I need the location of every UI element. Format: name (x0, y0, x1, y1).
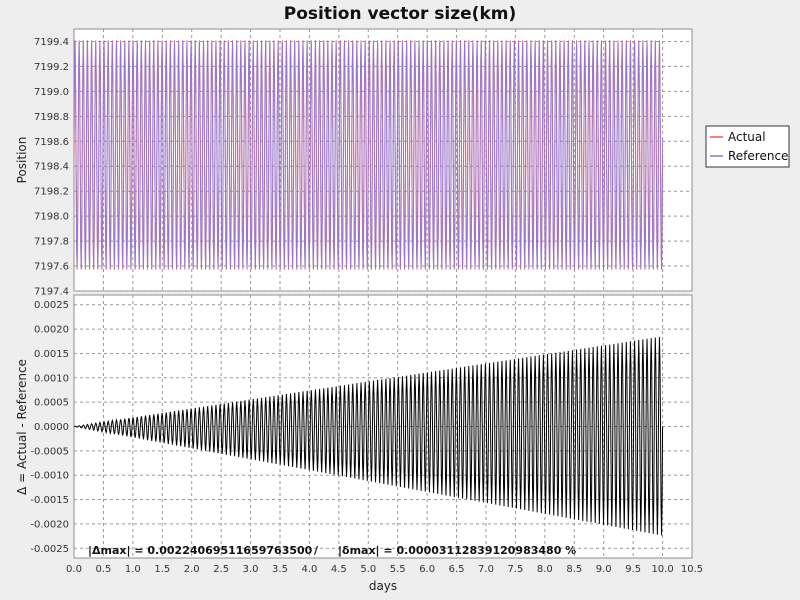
bottom-grid (74, 295, 692, 558)
x-tick-label: 4.5 (331, 564, 347, 575)
annotation: |Δmax| = 0.00224069511659763500 / |δmax|… (88, 544, 576, 557)
x-tick-label: 1.0 (125, 564, 141, 575)
chart-title: Position vector size(km) (284, 4, 516, 24)
bottom-y-tick-label: -0.0025 (30, 544, 69, 555)
delta-series-line (73, 336, 664, 536)
x-tick-label: 3.5 (272, 564, 288, 575)
x-tick-label: 2.0 (184, 564, 200, 575)
top-y-tick-label: 7197.4 (34, 287, 69, 298)
x-tick-label: 0.5 (95, 564, 111, 575)
x-tick-label: 9.0 (596, 564, 612, 575)
top-y-tick-label: 7198.4 (34, 162, 69, 173)
top-y-tick-label: 7198.8 (34, 112, 69, 123)
x-tick-label: 10.5 (681, 564, 703, 575)
top-y-tick-label: 7198.6 (34, 137, 69, 148)
legend-label-reference: Reference (728, 149, 788, 163)
top-y-tick-label: 7199.0 (34, 87, 69, 98)
top-y-axis-label: Position (15, 137, 29, 184)
x-tick-label: 6.5 (449, 564, 465, 575)
bottom-y-tick-labels: -0.0025 -0.0020 -0.0015 -0.0010 -0.0005 0.000… (30, 300, 69, 555)
x-tick-label: 7.5 (507, 564, 523, 575)
top-y-tick-label: 7199.2 (34, 62, 69, 73)
legend-box (705, 125, 790, 168)
x-axis-label: days (369, 579, 397, 593)
x-tick-labels: 0.0 0.5 1.0 1.5 2.0 2.5 3.0 3.5 4.0 4.5 5.0 5.5 6.0 6… (66, 564, 703, 575)
bottom-y-tick-label: 0.0020 (34, 325, 69, 336)
bottom-series-group (73, 336, 664, 536)
delta-max-annotation: |Δmax| = 0.00224069511659763500 (88, 544, 313, 557)
bottom-y-tick-label: 0.0015 (34, 349, 69, 360)
bottom-y-tick-label: -0.0010 (30, 471, 69, 482)
x-tick-label: 3.0 (243, 564, 259, 575)
x-tick-label: 7.0 (478, 564, 494, 575)
x-tick-label: 8.5 (566, 564, 582, 575)
x-tick-label: 9.5 (625, 564, 641, 575)
bottom-y-tick-label: -0.0015 (30, 495, 69, 506)
x-tick-label: 8.0 (537, 564, 553, 575)
x-tick-label: 0.0 (66, 564, 82, 575)
bottom-y-tick-label: -0.0020 (30, 519, 69, 530)
annotation-separator: / (314, 544, 319, 557)
bottom-y-tick-label: 0.0025 (34, 300, 69, 311)
bottom-y-tick-label: 0.0000 (34, 422, 69, 433)
x-tick-label: 5.5 (390, 564, 406, 575)
x-tick-label: 5.0 (360, 564, 376, 575)
top-series-group (73, 40, 664, 270)
delta-rel-max-annotation: |δmax| = 0.00003112839120983480 % (338, 544, 576, 557)
bottom-y-axis-label: Δ = Actual - Reference (15, 359, 29, 495)
legend: Actual Reference (705, 125, 790, 168)
bottom-y-tick-label: 0.0005 (34, 398, 69, 409)
x-tick-label: 1.5 (154, 564, 170, 575)
top-y-tick-label: 7199.4 (34, 37, 69, 48)
x-tick-label: 4.0 (301, 564, 317, 575)
top-y-tick-label: 7198.2 (34, 187, 69, 198)
bottom-y-tick-label: 0.0010 (34, 373, 69, 384)
legend-label-actual: Actual (728, 130, 766, 144)
top-y-tick-label: 7197.8 (34, 237, 69, 248)
top-y-tick-label: 7198.0 (34, 212, 69, 223)
bottom-y-tick-label: -0.0005 (30, 446, 69, 457)
x-tick-label: 2.5 (213, 564, 229, 575)
series-line-reference (73, 41, 664, 269)
x-tick-label: 6.0 (419, 564, 435, 575)
x-tick-label: 10.0 (651, 564, 673, 575)
top-y-tick-label: 7197.6 (34, 262, 69, 273)
top-y-tick-labels: 7197.4 7197.6 7197.8 7198.0 7198.2 7198.4 7198… (34, 37, 69, 298)
